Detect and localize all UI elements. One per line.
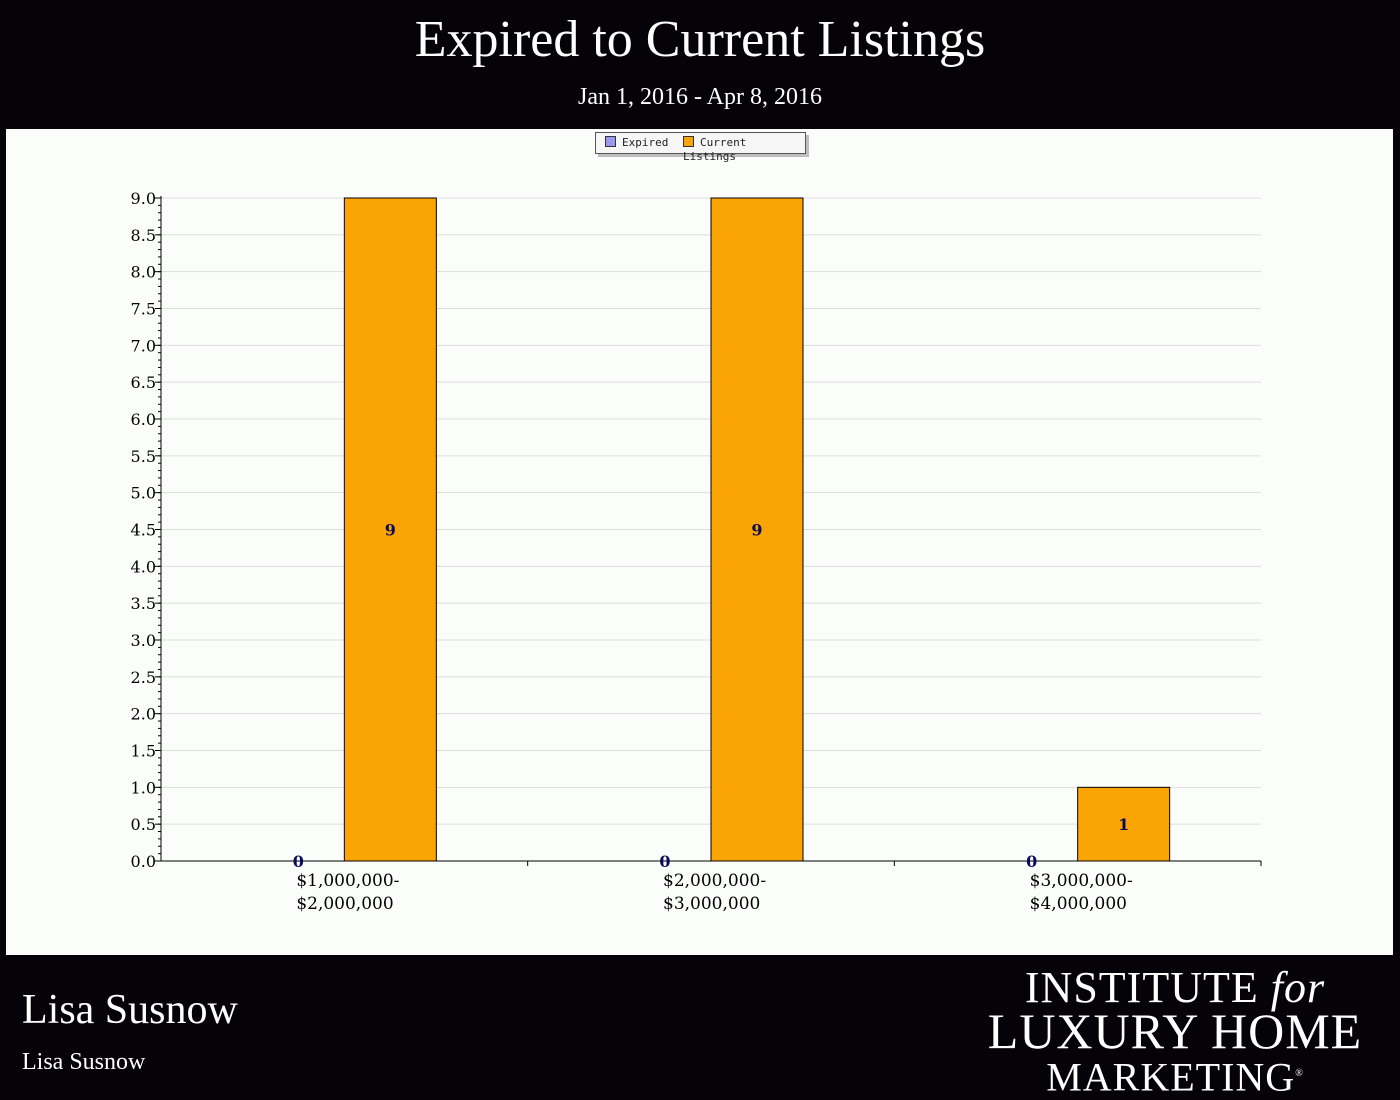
y-tick-label: 2.5 — [131, 668, 156, 687]
chart-title: Expired to Current Listings — [414, 11, 986, 68]
legend-label-current-listings: Current Listings — [683, 136, 747, 163]
y-tick-label: 5.5 — [131, 447, 156, 466]
x-tick-label: $3,000,000- — [1030, 871, 1133, 891]
bar-chart: 0.0 0.5 1.0 1.5 2.0 2.5 3.0 3.5 4.0 4.5 5.0 5.5 6.0 6… — [131, 189, 1262, 914]
data-label-current-listings: 1 — [1118, 815, 1129, 834]
y-tick-label: 3.0 — [131, 631, 156, 650]
chart-subtitle: Jan 1, 2016 - Apr 8, 2016 — [578, 84, 822, 110]
bar-current-listings — [710, 197, 804, 862]
chart-panel: 0.0 0.5 1.0 1.5 2.0 2.5 3.0 3.5 4.0 4.5 5.0 5.5 6.0 6… — [6, 129, 1393, 955]
legend-item-current-listings: Current Listings — [683, 136, 805, 163]
y-tick-label: 2.0 — [131, 705, 156, 724]
data-label-expired: 0 — [659, 852, 670, 871]
bar-current-listings — [343, 197, 437, 862]
chart-legend: Expired Current Listings — [595, 132, 806, 163]
y-tick-label: 0.5 — [131, 815, 156, 834]
data-label-current-listings: 9 — [385, 521, 396, 540]
x-tick-label: $2,000,000 — [296, 894, 393, 914]
y-tick-label: 8.5 — [131, 226, 156, 245]
x-tick-label: $4,000,000 — [1030, 894, 1127, 914]
legend-swatch-current-listings — [683, 136, 694, 147]
bar-current-listings — [1077, 786, 1171, 862]
agent-subtitle: Lisa Susnow — [22, 1049, 146, 1075]
y-tick-label: 4.5 — [131, 521, 156, 540]
institute-logo: INSTITUTE for LUXURY HOME MARKETING® — [987, 963, 1363, 1100]
x-tick-label: $2,000,000- — [663, 871, 766, 891]
y-tick-label: 1.5 — [131, 742, 156, 761]
y-tick-label: 4.0 — [131, 557, 156, 576]
y-tick-label: 0.0 — [131, 852, 156, 871]
x-tick-label: $1,000,000- — [296, 871, 399, 891]
legend-swatch-expired — [605, 136, 616, 147]
y-tick-label: 7.5 — [131, 300, 156, 319]
y-tick-label: 5.0 — [131, 484, 156, 503]
legend-item-expired: Expired — [605, 136, 668, 150]
y-tick-label: 1.0 — [131, 778, 156, 797]
data-label-current-listings: 9 — [751, 521, 762, 540]
data-label-expired: 0 — [1026, 852, 1037, 871]
y-tick-label: 8.0 — [131, 263, 156, 282]
y-tick-label: 9.0 — [131, 189, 156, 208]
data-label-expired: 0 — [293, 852, 304, 871]
x-tick-label: $3,000,000 — [663, 894, 760, 914]
legend-label-expired: Expired — [622, 136, 669, 149]
y-tick-label: 7.0 — [131, 336, 156, 355]
agent-name: Lisa Susnow — [22, 987, 238, 1033]
y-tick-label: 3.5 — [131, 594, 156, 613]
y-tick-label: 6.0 — [131, 410, 156, 429]
y-tick-label: 6.5 — [131, 373, 156, 392]
